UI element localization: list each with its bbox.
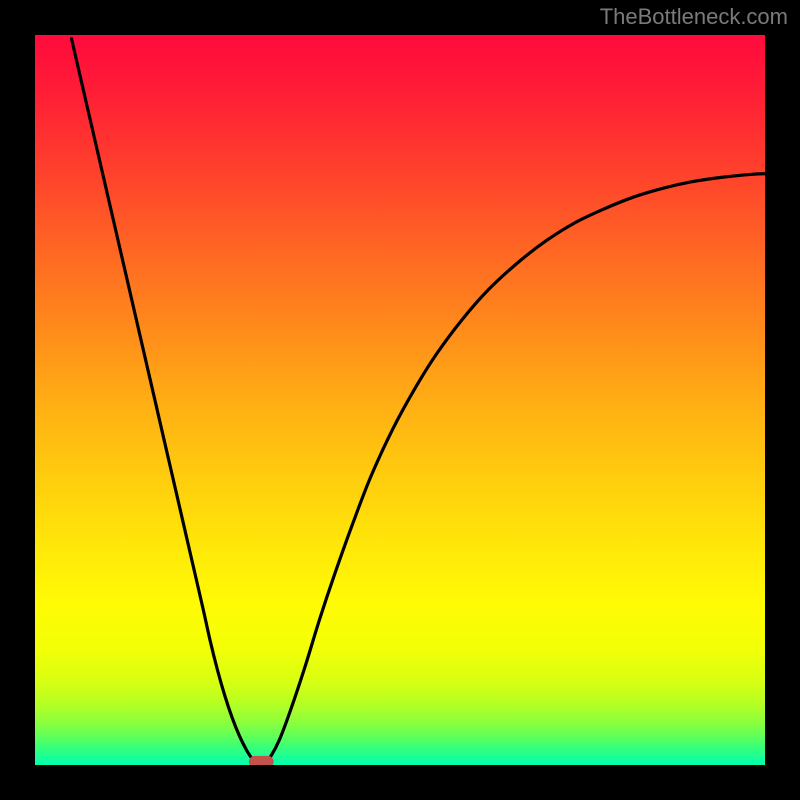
chart-container: TheBottleneck.com <box>0 0 800 800</box>
plot-background <box>35 35 765 765</box>
bottleneck-chart <box>0 0 800 800</box>
watermark-text: TheBottleneck.com <box>600 4 788 30</box>
